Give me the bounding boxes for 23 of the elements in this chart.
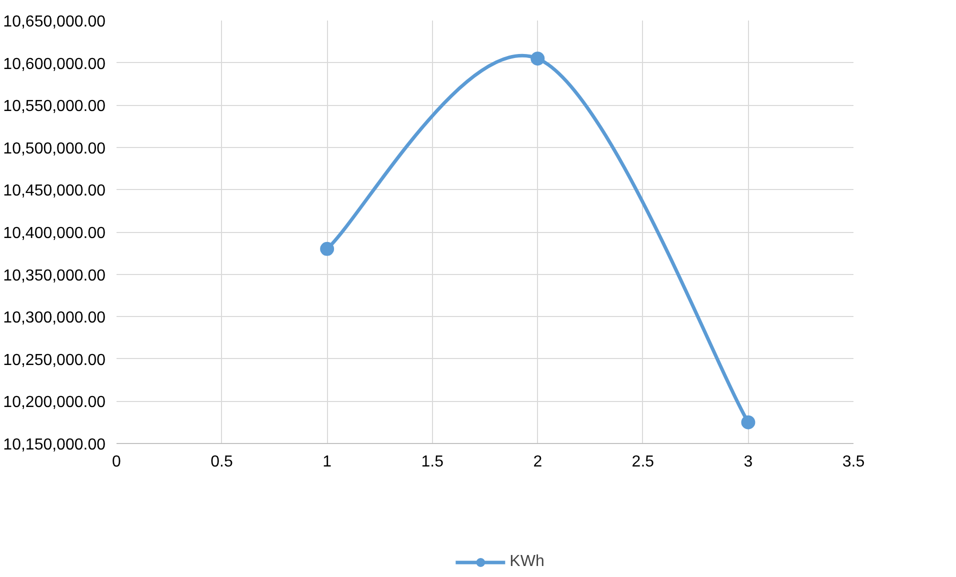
x-tick-label: 0 [112, 454, 122, 470]
y-tick-label: 10,600,000.00 [3, 56, 106, 73]
x-tick-label: 0.5 [210, 454, 234, 470]
y-tick-label: 10,300,000.00 [3, 310, 106, 327]
y-tick-label: 10,150,000.00 [3, 436, 106, 454]
y-tick-label: 10,350,000.00 [3, 267, 106, 284]
y-tick-label: 10,650,000.00 [3, 14, 106, 30]
y-tick-label: 10,200,000.00 [3, 394, 106, 412]
x-tick-label: 2.5 [632, 454, 654, 470]
x-tick-label: 1 [322, 454, 332, 470]
legend-label: KWh [510, 553, 544, 572]
point [741, 415, 756, 430]
x-tick-label: 3 [744, 454, 753, 470]
y-tick-label: 10,400,000.00 [3, 225, 106, 242]
y-tick-label: 10,500,000.00 [3, 140, 106, 158]
point [320, 242, 334, 256]
y-tick-label: 10,250,000.00 [3, 352, 106, 369]
y-tick-label: 10,550,000.00 [3, 98, 106, 116]
x-tick-label: 3.5 [842, 454, 865, 470]
x-tick-label: 2 [533, 454, 542, 470]
y-tick-label: 10,450,000.00 [3, 182, 106, 200]
x-tick-label: 1.5 [421, 454, 444, 470]
point [530, 52, 545, 66]
